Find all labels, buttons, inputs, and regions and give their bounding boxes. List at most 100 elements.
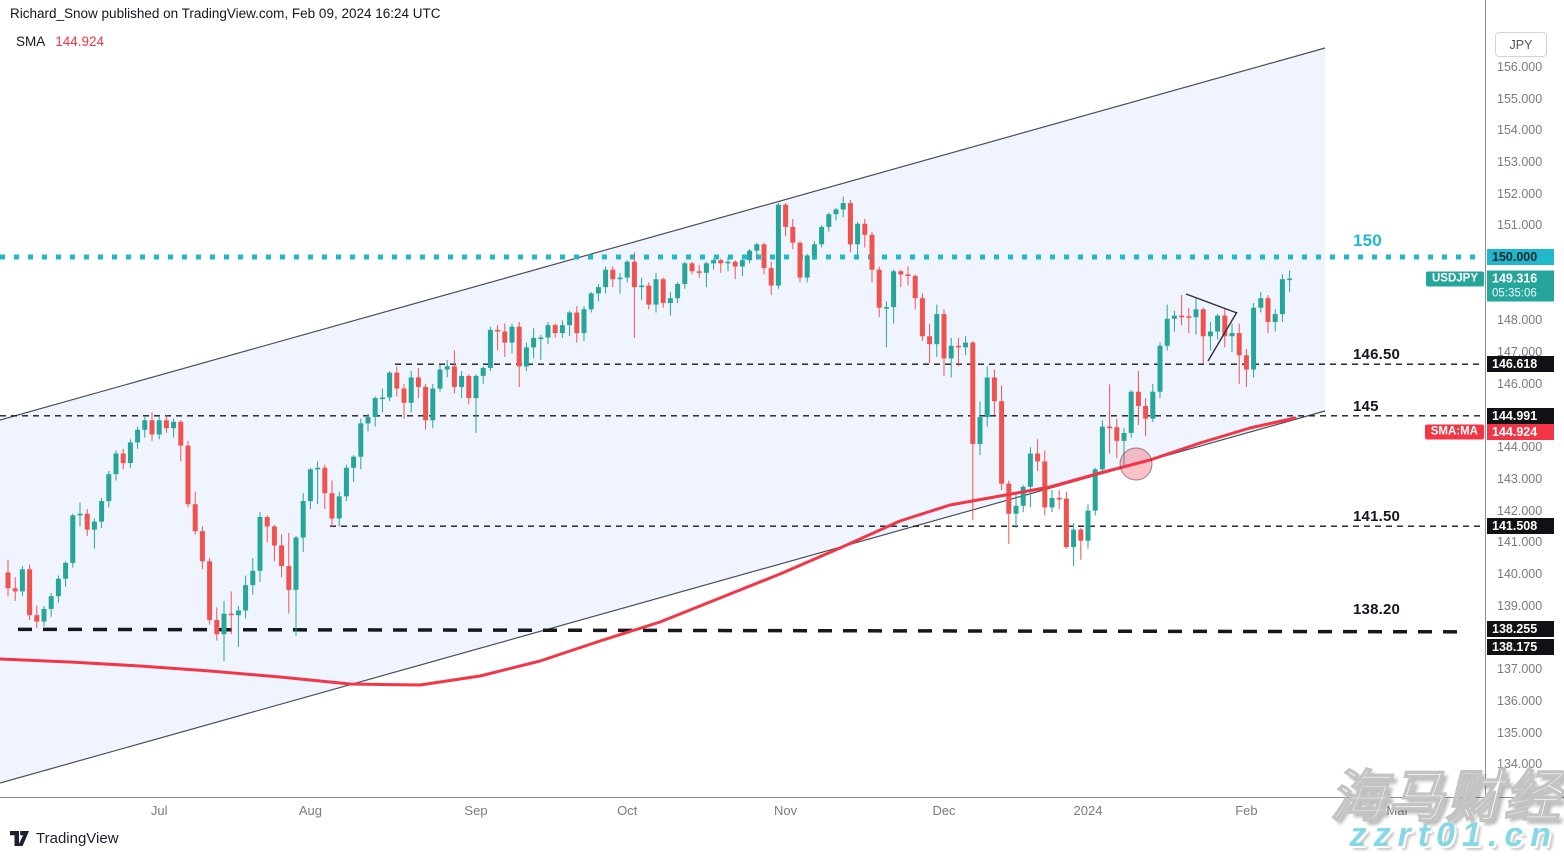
time-scale[interactable]: Jul Aug Sep Oct Nov Dec 2024 Feb Mar <box>0 797 1564 822</box>
candle <box>819 225 825 248</box>
candle <box>214 607 220 641</box>
price-scale[interactable]: JPY 156.000 155.000 154.000 153.000 152.000 1… <box>1485 0 1564 797</box>
candle <box>257 512 263 582</box>
candle <box>495 325 501 351</box>
candle <box>264 515 270 543</box>
candle <box>12 577 18 601</box>
candle <box>725 257 731 272</box>
annotation-pennant-line[interactable] <box>1207 311 1238 362</box>
candle <box>927 323 933 364</box>
level-label-138.20: 138.20 <box>1353 601 1401 619</box>
x-axis-tick-Aug: Aug <box>298 803 322 818</box>
candle <box>293 535 299 636</box>
price-label-138.255: 138.255 <box>1487 621 1554 638</box>
candle <box>624 260 630 283</box>
candle <box>451 350 457 394</box>
candle <box>228 591 234 635</box>
candle <box>70 513 76 568</box>
trend-channel-upper-line[interactable] <box>0 47 1326 421</box>
candle <box>1143 398 1149 437</box>
countdown-timer: 05:35:06 <box>1492 287 1537 300</box>
price-label-149.316: 149.316 05:35:06 <box>1487 270 1554 302</box>
candle <box>423 383 429 430</box>
candle <box>1085 504 1091 549</box>
candle <box>156 417 162 440</box>
candle <box>905 266 911 286</box>
candle <box>77 502 83 527</box>
candle <box>41 605 47 627</box>
candle <box>574 306 580 343</box>
candle <box>430 383 436 429</box>
candle <box>754 242 760 259</box>
y-axis-tick: 135.000 <box>1497 725 1543 740</box>
x-axis-tick-Feb: Feb <box>1235 803 1258 818</box>
candle <box>437 364 443 392</box>
candle <box>1171 310 1177 332</box>
candle <box>523 342 529 372</box>
candle <box>48 593 54 617</box>
candle <box>502 323 508 357</box>
candle <box>1279 274 1285 322</box>
price-label-144.991: 144.991 <box>1487 407 1554 424</box>
candle <box>343 464 349 502</box>
candle <box>797 241 803 283</box>
x-axis-tick-Mar: Mar <box>1386 803 1409 818</box>
candle <box>963 336 969 356</box>
candle <box>1164 304 1170 351</box>
candle <box>444 360 450 378</box>
candle <box>113 450 119 481</box>
candle <box>775 203 781 289</box>
candle <box>660 277 666 308</box>
level-label-141.50: 141.50 <box>1353 508 1401 526</box>
candle <box>1071 523 1077 567</box>
tradingview-logo-text: TradingView <box>36 830 119 847</box>
candle <box>1179 295 1185 326</box>
candle <box>991 369 997 416</box>
candle <box>91 518 97 549</box>
candle <box>171 418 177 438</box>
y-axis-tick: 144.000 <box>1497 440 1543 455</box>
tradingview-logo-icon <box>10 831 29 846</box>
candle <box>473 374 479 433</box>
candle <box>63 561 69 587</box>
candle <box>466 374 472 405</box>
candle <box>552 323 558 338</box>
candle <box>279 534 285 578</box>
candle <box>891 269 897 324</box>
candle <box>509 323 515 354</box>
candle <box>667 291 673 316</box>
y-axis-tick: 141.000 <box>1497 535 1543 550</box>
sma-line[interactable] <box>0 416 1297 687</box>
candle <box>1078 528 1084 560</box>
candle <box>1114 418 1120 459</box>
candle <box>1157 342 1163 399</box>
candle <box>1056 489 1062 510</box>
candle <box>970 341 976 521</box>
candle <box>567 310 573 337</box>
candle <box>617 272 623 294</box>
x-axis-tick-Sep: Sep <box>464 803 488 818</box>
indicator-name: SMA <box>16 34 46 49</box>
annotation-pennant-line[interactable] <box>1185 293 1238 314</box>
candle <box>142 417 148 438</box>
candle <box>199 526 205 570</box>
annotation-circle[interactable] <box>1119 447 1153 481</box>
candle <box>329 480 335 527</box>
price-tag-USDJPY: USDJPY <box>1425 271 1484 287</box>
indicator-legend[interactable]: SMA 144.924 <box>16 34 104 49</box>
candle <box>1121 428 1127 467</box>
currency-toggle-button[interactable]: JPY <box>1495 32 1547 57</box>
candle <box>300 493 306 552</box>
candle <box>235 605 241 647</box>
tradingview-logo[interactable]: TradingView <box>10 830 119 847</box>
candle <box>34 605 40 628</box>
candle <box>1186 307 1192 334</box>
candle <box>610 266 616 288</box>
level-line-138.20[interactable] <box>17 627 1469 634</box>
candle <box>646 282 652 310</box>
candle <box>135 426 141 449</box>
candle <box>192 491 198 535</box>
candle <box>639 277 645 300</box>
